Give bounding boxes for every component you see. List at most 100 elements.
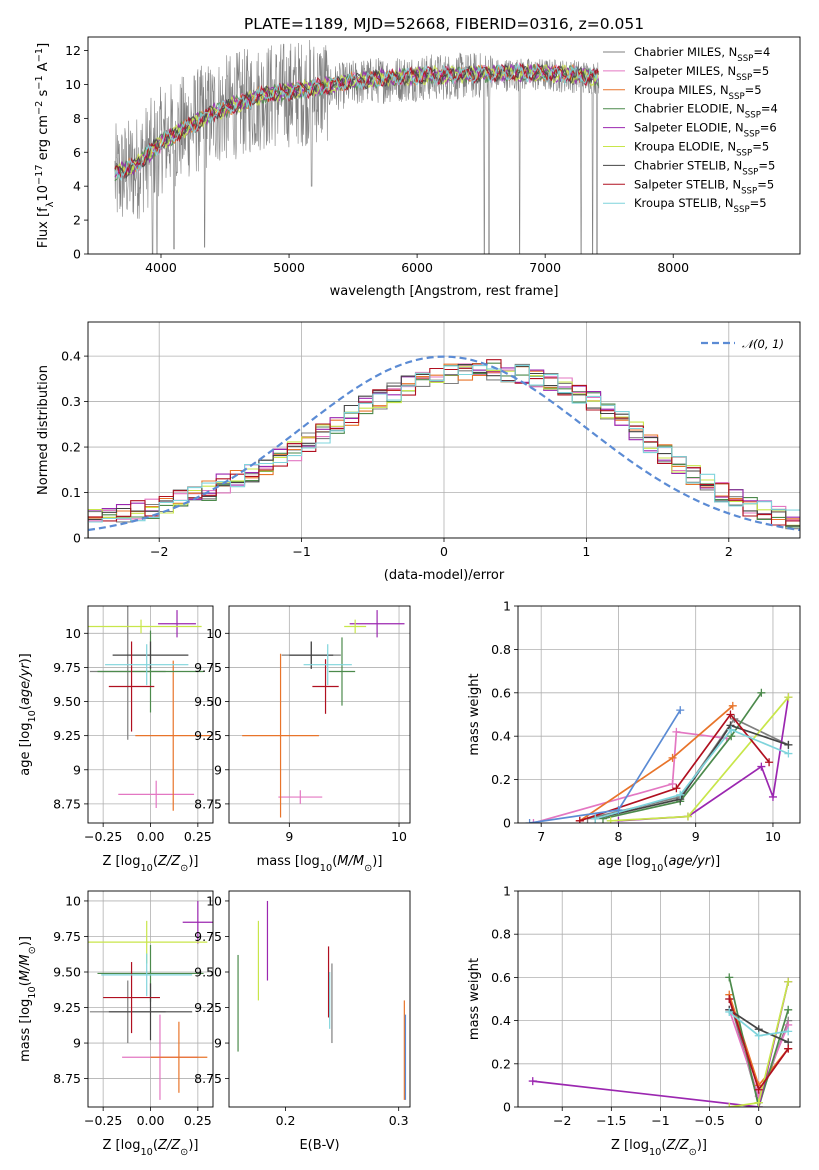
y-tick-label: 8.75 xyxy=(194,796,222,811)
x-tick-label: 0 xyxy=(440,544,448,559)
model-spectrum-7 xyxy=(114,62,599,180)
weight-marker xyxy=(725,1007,734,1016)
histogram-panel: −2 −1 0 1 2 0 0.1 0.2 0.3 0.4 (data-model)/error No… xyxy=(36,321,801,583)
errorbar-point xyxy=(118,780,195,808)
plot-area xyxy=(88,606,213,823)
axes-frame xyxy=(87,321,801,539)
weight-marker xyxy=(726,721,735,730)
weight-marker xyxy=(525,819,534,823)
x-axis-label: Z [log10(Z/Z⊙)] xyxy=(611,1138,707,1158)
y-tick-label: 9 xyxy=(214,1036,222,1051)
y-tick-label: 10 xyxy=(65,626,81,641)
y-axis-label: Flux [fλ10−17 erg cm−2 s−1 A−1] xyxy=(34,43,56,248)
weight-marker xyxy=(528,1077,537,1086)
x-axis-label: (data-model)/error xyxy=(384,568,505,583)
x-tick-label: −2 xyxy=(150,544,168,559)
plot-area xyxy=(237,900,407,1100)
model-spectrum-6 xyxy=(114,62,599,180)
y-tick-label: 0.4 xyxy=(491,729,511,744)
histogram-8 xyxy=(88,364,800,538)
x-tick-label: −1 xyxy=(651,1113,669,1128)
x-tick-label: −1 xyxy=(292,544,310,559)
x-axis-label: age [log10(age/yr)] xyxy=(598,854,721,874)
errorbar-point xyxy=(312,659,339,714)
legend-label: Salpeter ELODIE, NSSP=6 xyxy=(634,121,777,140)
y-axis-label: Normed distribution xyxy=(36,365,51,495)
age-vs-mass-panel: 9 10 8.75 9 9.25 9.50 9.75 10 mass [log10(M/M⊙)] xyxy=(194,605,411,874)
weight-marker xyxy=(757,688,766,697)
y-tick-label: 9.75 xyxy=(53,929,81,944)
weight-line-6 xyxy=(595,724,789,820)
plot-area xyxy=(518,606,800,823)
y-tick-label: 0 xyxy=(73,247,81,262)
weight-marker xyxy=(672,727,681,736)
weight-marker xyxy=(606,816,615,823)
y-tick-label: 9.50 xyxy=(194,694,222,709)
weight-marker xyxy=(614,805,623,814)
y-tick-label: 12 xyxy=(65,43,81,58)
errorbar-point xyxy=(103,962,160,1034)
axes-frame xyxy=(517,890,801,1108)
y-tick-label: 10 xyxy=(65,77,81,92)
y-axis-label: mass weight xyxy=(467,673,482,755)
weight-marker xyxy=(784,749,793,758)
plot-area xyxy=(88,322,800,538)
x-axis-label: E(B-V) xyxy=(299,1138,339,1153)
y-tick-label: 1 xyxy=(503,884,511,899)
weight-marker xyxy=(728,701,737,710)
y-tick-label: 0 xyxy=(503,1100,511,1115)
x-tick-label: −0.5 xyxy=(694,1113,724,1128)
y-tick-label: 2 xyxy=(73,213,81,228)
y-tick-label: 9.25 xyxy=(53,728,81,743)
weight-marker xyxy=(725,1103,734,1107)
weight-marker xyxy=(754,1031,763,1040)
axes-frame xyxy=(87,890,214,1108)
y-tick-label: 0.8 xyxy=(491,642,511,657)
weight-marker xyxy=(784,1027,793,1036)
y-tick-label: 10 xyxy=(206,893,222,908)
weight-marker xyxy=(726,710,735,719)
y-tick-label: 8.75 xyxy=(53,1071,81,1086)
errorbar-point xyxy=(150,1021,208,1093)
axes-frame xyxy=(228,605,411,824)
errorbar-point xyxy=(242,653,319,818)
y-tick-label: 0.2 xyxy=(491,1056,511,1071)
x-tick-label: 7 xyxy=(537,829,545,844)
observed-spectrum xyxy=(114,39,600,254)
plot-area xyxy=(518,891,800,1107)
normal-curve xyxy=(88,355,800,532)
x-tick-label: 9 xyxy=(692,829,700,844)
weight-marker xyxy=(676,790,685,799)
y-tick-label: 0 xyxy=(73,531,81,546)
legend-label: Salpeter MILES, NSSP=5 xyxy=(634,64,769,83)
y-tick-label: 9 xyxy=(73,1036,81,1051)
y-axis-label: age [log10(age/yr)] xyxy=(18,653,38,776)
mass-vs-Z-panel: −0.25 0.00 0.25 8.75 9 9.25 9.50 9.75 10 Z [log10… xyxy=(18,890,214,1158)
errorbar-point xyxy=(328,637,356,706)
y-tick-label: 6 xyxy=(73,145,81,160)
weight-marker xyxy=(765,758,774,767)
weight-marker xyxy=(683,812,692,821)
y-tick-label: 0.4 xyxy=(491,1013,511,1028)
legend-label: Chabrier MILES, NSSP=4 xyxy=(634,45,770,64)
weight-line-8 xyxy=(595,728,789,820)
figure-title: PLATE=1189, MJD=52668, FIBERID=0316, z=0… xyxy=(244,15,644,33)
weight-marker xyxy=(784,693,793,702)
y-tick-label: 8.75 xyxy=(53,796,81,811)
x-tick-label: 8 xyxy=(614,829,622,844)
axes-frame xyxy=(87,36,801,255)
errorbar-point xyxy=(344,619,367,634)
y-tick-label: 1 xyxy=(503,599,511,614)
x-tick-label: 0.2 xyxy=(276,1113,296,1128)
x-tick-label: 0.25 xyxy=(184,829,212,844)
x-axis-label: mass [log10(M/M⊙)] xyxy=(257,854,383,874)
x-tick-label: 0.3 xyxy=(389,1113,409,1128)
legend-label: 𝒩(0, 1) xyxy=(742,337,784,351)
y-tick-label: 10 xyxy=(206,626,222,641)
legend-label: Kroupa ELODIE, NSSP=5 xyxy=(634,140,769,159)
weight-marker xyxy=(727,725,736,734)
x-tick-label: 0.25 xyxy=(184,1113,212,1128)
errorbar-point xyxy=(182,900,213,944)
weight-marker xyxy=(672,784,681,793)
